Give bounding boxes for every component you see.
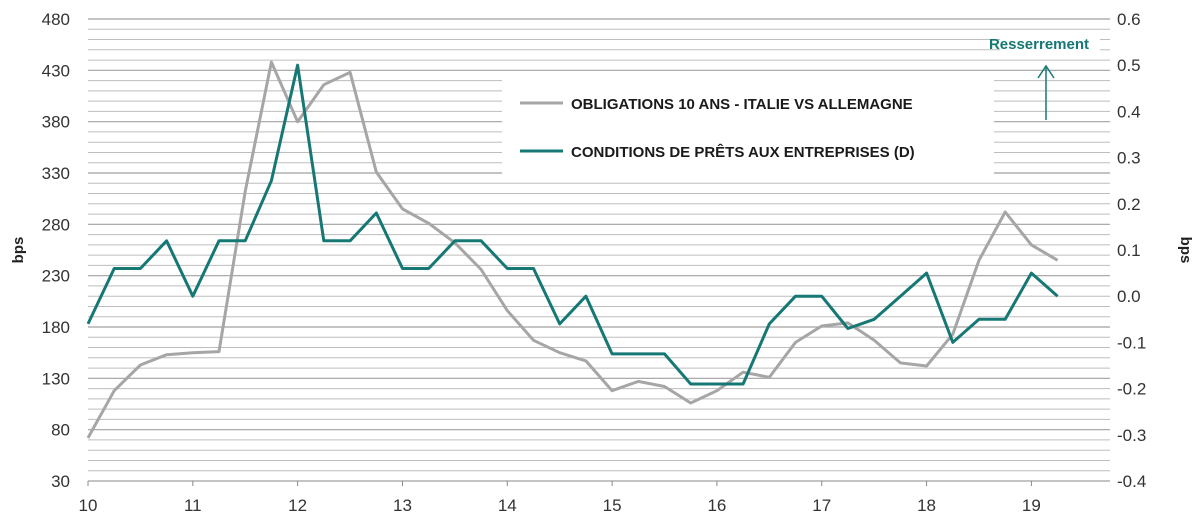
right-axis: 0.6 0.5 0.4 0.3 0.2 0.1 0.0 -0.1 -0.2 -0.3 -0.4 — [1117, 10, 1146, 491]
annotation-label: Resserrement — [989, 36, 1089, 53]
left-tick-label: 330 — [42, 164, 70, 183]
left-tick-label: 180 — [42, 318, 70, 337]
annotation-resserrement: Resserrement — [989, 33, 1100, 120]
left-tick-label: 230 — [42, 267, 70, 286]
left-tick-label: 480 — [42, 10, 70, 29]
legend: OBLIGATIONS 10 ANS - ITALIE VS ALLEMAGNE… — [502, 80, 994, 182]
x-tick-label: 12 — [288, 496, 307, 515]
left-tick-label: 380 — [42, 113, 70, 132]
x-tick-label: 10 — [79, 496, 98, 515]
right-tick-label: -0.2 — [1117, 380, 1146, 399]
right-tick-label: 0.2 — [1117, 195, 1141, 214]
left-tick-label: 430 — [42, 61, 70, 80]
left-axis-title: bps — [10, 237, 27, 264]
left-tick-label: 130 — [42, 369, 70, 388]
x-tick-label: 16 — [707, 496, 726, 515]
right-tick-label: 0.3 — [1117, 149, 1141, 168]
right-tick-label: 0.6 — [1117, 10, 1141, 29]
left-tick-label: 280 — [42, 215, 70, 234]
series-lines — [86, 60, 1059, 439]
x-tick-label: 15 — [603, 496, 622, 515]
annotation-background — [1000, 33, 1100, 55]
right-tick-label: 0.5 — [1117, 56, 1141, 75]
x-tick-label: 18 — [917, 496, 936, 515]
right-axis-title: bps — [1177, 237, 1194, 264]
arrow-head-icon — [1037, 64, 1055, 79]
right-tick-label: 0.0 — [1117, 287, 1141, 306]
x-tick-label: 17 — [812, 496, 831, 515]
legend-background — [502, 80, 994, 182]
left-tick-label: 80 — [51, 421, 70, 440]
x-tick-label: 19 — [1022, 496, 1041, 515]
right-tick-label: -0.4 — [1117, 472, 1146, 491]
right-tick-label: -0.3 — [1117, 426, 1146, 445]
x-tick-label: 14 — [498, 496, 517, 515]
x-tick-label: 11 — [184, 496, 202, 515]
series-line-conditions-prets — [86, 63, 1059, 386]
left-axis: 480 430 380 330 280 230 180 130 80 30 — [42, 10, 70, 491]
x-tick-label: 13 — [393, 496, 412, 515]
right-tick-label: 0.4 — [1117, 102, 1141, 121]
left-tick-label: 30 — [51, 472, 70, 491]
legend-label-conditions: CONDITIONS DE PRÊTS AUX ENTREPRISES (D) — [571, 143, 915, 161]
right-tick-label: -0.1 — [1117, 333, 1146, 352]
right-tick-label: 0.1 — [1117, 241, 1141, 260]
legend-label-italie: OBLIGATIONS 10 ANS - ITALIE VS ALLEMAGNE — [571, 96, 913, 113]
x-axis: 10 11 12 13 14 15 16 17 18 19 — [79, 481, 1041, 515]
series-line-italie-allemagne — [86, 60, 1059, 439]
